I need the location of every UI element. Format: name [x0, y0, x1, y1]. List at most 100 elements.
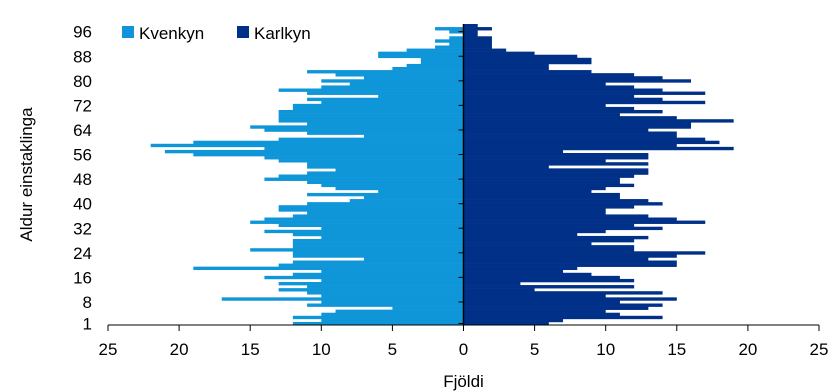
bar-kvenkyn-age-48 [264, 177, 464, 181]
bar-kvenkyn-age-54 [278, 159, 464, 163]
bar-karlkyn-age-41 [463, 199, 649, 203]
bar-karlkyn-age-43 [463, 192, 620, 197]
bar-karlkyn-age-47 [463, 180, 620, 185]
bar-kvenkyn-age-43 [307, 192, 464, 197]
bar-karlkyn-age-96 [463, 30, 478, 34]
x-tick-label: 10 [596, 340, 615, 359]
bar-kvenkyn-age-22 [363, 257, 464, 261]
bar-karlkyn-age-44 [463, 189, 592, 194]
legend: Kvenkyn Karlkyn [122, 24, 311, 43]
bar-kvenkyn-age-92 [449, 42, 464, 46]
bar-kvenkyn-age-62 [363, 134, 464, 138]
bar-kvenkyn-age-64 [264, 128, 464, 132]
bar-karlkyn-age-10 [463, 294, 606, 298]
bar-karlkyn-age-55 [463, 156, 649, 160]
bar-karlkyn-age-36 [463, 214, 649, 218]
bar-kvenkyn-age-30 [292, 232, 464, 237]
x-tick-label: 25 [810, 340, 829, 359]
bar-karlkyn-age-93 [463, 39, 492, 43]
bar-kvenkyn-age-82 [335, 73, 464, 77]
bar-karlkyn-age-72 [463, 103, 606, 108]
bar-karlkyn-age-64 [463, 128, 649, 132]
bar-karlkyn-age-52 [463, 165, 549, 169]
bar-karlkyn-age-15 [463, 278, 635, 283]
bar-karlkyn-age-63 [463, 131, 677, 135]
bar-kvenkyn-age-57 [164, 149, 464, 154]
y-tick-label: 32 [73, 219, 92, 238]
bar-karlkyn-age-34 [463, 220, 706, 224]
x-tick-label: 20 [738, 340, 757, 359]
bar-karlkyn-age-71 [463, 106, 635, 111]
bar-karlkyn-age-35 [463, 217, 677, 221]
bar-karlkyn-age-50 [463, 171, 649, 175]
y-axis-ticks: 1 8 16 24 32 40 48 56 64 72 80 88 96 [73, 23, 464, 333]
bar-karlkyn-age-16 [463, 275, 620, 280]
bar-kvenkyn-age-96 [449, 30, 464, 34]
bar-kvenkyn-age-59 [150, 143, 464, 148]
bar-karlkyn-age-61 [463, 137, 706, 142]
bar-karlkyn-age-86 [463, 60, 592, 65]
y-tick-label: 48 [73, 170, 92, 189]
bar-karlkyn-age-40 [463, 202, 663, 206]
bar-karlkyn-age-49 [463, 174, 635, 178]
y-axis-title: Aldur einstaklinga [17, 107, 36, 242]
bar-karlkyn-age-7 [463, 303, 663, 307]
bar-kvenkyn-age-23 [292, 254, 464, 258]
bar-kvenkyn-age-12 [278, 288, 464, 292]
bar-kvenkyn-age-37 [307, 211, 464, 215]
male-bars [463, 24, 734, 326]
bar-kvenkyn-age-45 [335, 186, 464, 191]
y-tick-label: 80 [73, 72, 92, 91]
bar-karlkyn-age-95 [463, 33, 478, 37]
bar-kvenkyn-age-88 [378, 54, 464, 59]
bar-karlkyn-age-1 [463, 321, 549, 326]
bar-karlkyn-age-66 [463, 122, 692, 126]
legend-swatch-karlkyn [237, 26, 249, 38]
bar-kvenkyn-age-25 [250, 248, 464, 252]
bar-kvenkyn-age-9 [221, 297, 464, 301]
bar-kvenkyn-age-73 [321, 100, 464, 105]
bar-kvenkyn-age-60 [193, 140, 464, 145]
bar-karlkyn-age-87 [463, 57, 592, 62]
bar-kvenkyn-age-16 [264, 275, 464, 280]
bar-kvenkyn-age-93 [435, 39, 464, 43]
bar-karlkyn-age-69 [463, 113, 620, 117]
bar-kvenkyn-age-80 [321, 79, 464, 83]
x-tick-label: 20 [170, 340, 189, 359]
bar-karlkyn-age-26 [463, 245, 635, 249]
bar-karlkyn-age-80 [463, 79, 692, 83]
bar-kvenkyn-age-21 [292, 260, 464, 264]
bar-kvenkyn-age-15 [321, 278, 464, 283]
bar-kvenkyn-age-24 [292, 251, 464, 255]
y-tick-label: 88 [73, 47, 92, 66]
bar-karlkyn-age-3 [463, 315, 663, 320]
y-tick-label: 8 [83, 293, 92, 312]
x-tick-label: 5 [388, 340, 397, 359]
bar-karlkyn-age-20 [463, 263, 677, 267]
bar-kvenkyn-age-97 [435, 27, 464, 31]
bar-karlkyn-age-83 [463, 70, 592, 74]
bar-karlkyn-age-91 [463, 45, 492, 49]
bar-kvenkyn-age-2 [321, 318, 464, 323]
bar-kvenkyn-age-33 [278, 223, 464, 228]
bar-karlkyn-age-56 [463, 153, 649, 157]
bar-kvenkyn-age-1 [292, 321, 464, 326]
y-tick-label: 40 [73, 195, 92, 214]
legend-swatch-kvenkyn [122, 26, 134, 38]
x-tick-label: 5 [530, 340, 539, 359]
bar-kvenkyn-age-65 [250, 125, 464, 129]
bar-karlkyn-age-53 [463, 162, 649, 166]
bar-kvenkyn-age-55 [264, 156, 464, 160]
bar-karlkyn-age-30 [463, 232, 578, 237]
legend-label-karlkyn: Karlkyn [254, 24, 311, 43]
bar-kvenkyn-age-51 [335, 168, 464, 172]
bar-karlkyn-age-28 [463, 239, 635, 243]
x-tick-label: 15 [241, 340, 260, 359]
bar-karlkyn-age-24 [463, 251, 706, 255]
bar-kvenkyn-age-18 [321, 269, 464, 274]
bar-kvenkyn-age-78 [321, 85, 464, 89]
bar-kvenkyn-age-31 [264, 229, 464, 234]
bar-kvenkyn-age-68 [278, 116, 464, 120]
bar-karlkyn-age-22 [463, 257, 649, 261]
